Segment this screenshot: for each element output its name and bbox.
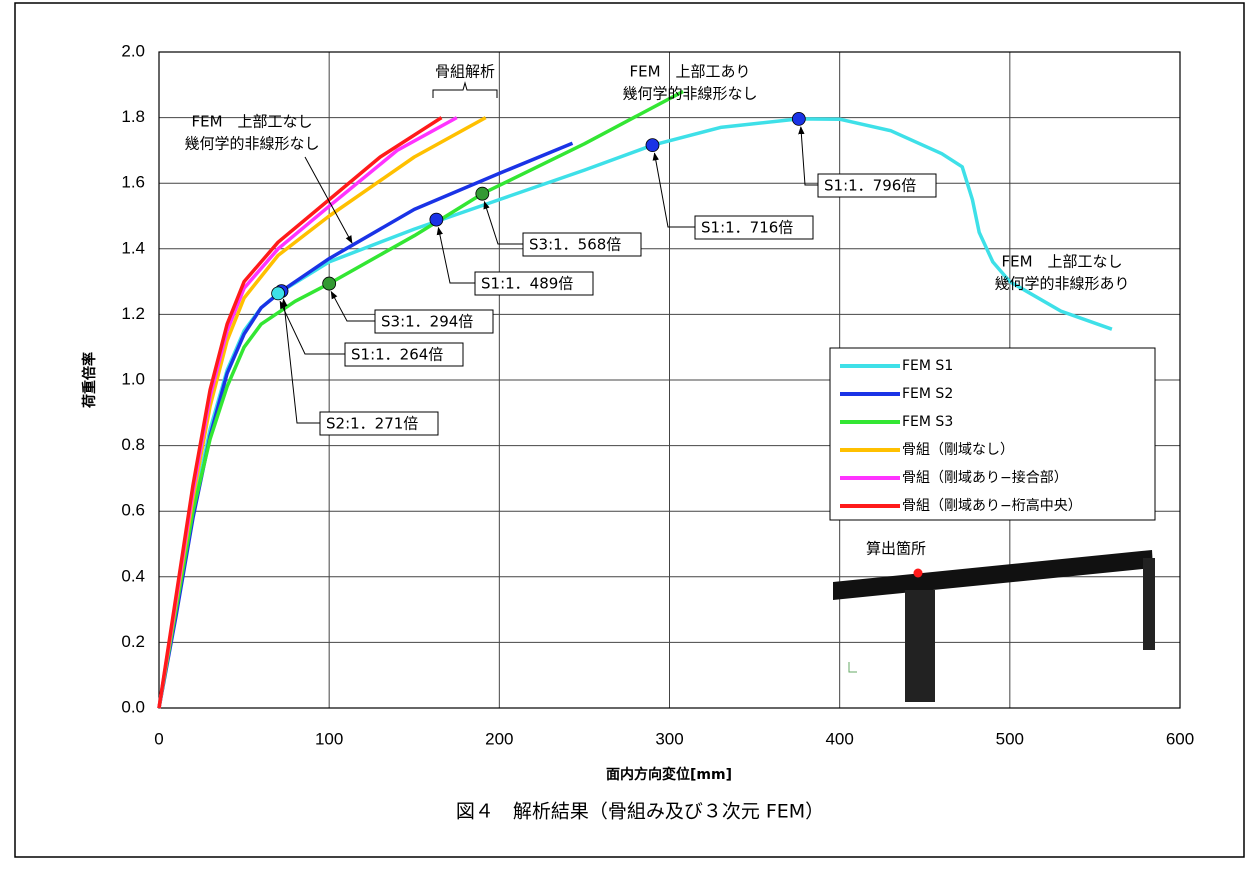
y-tick-label: 0.2 <box>121 632 145 651</box>
callout-label: S3:1．568倍 <box>529 236 621 254</box>
x-tick-label: 400 <box>825 729 853 748</box>
note: 幾何学的非線形なし <box>184 135 319 153</box>
callout-label: S2:1．271倍 <box>326 415 418 433</box>
y-tick-label: 1.4 <box>121 238 145 257</box>
callout-leader <box>284 299 320 423</box>
x-tick-label: 200 <box>485 729 513 748</box>
callout-label: S1:1．796倍 <box>824 177 916 195</box>
x-tick-label: 500 <box>996 729 1024 748</box>
data-point <box>792 112 805 125</box>
x-tick-label: 300 <box>655 729 683 748</box>
chart: 算出箇所 面内方向変位[mm] 荷重倍率 図４ 解析結果（骨組み及び３次元 FE… <box>0 0 1248 865</box>
data-point <box>323 277 336 290</box>
note: FEM 上部工あり <box>629 63 750 81</box>
inset-label: 算出箇所 <box>866 540 926 558</box>
callout-leader <box>280 301 345 354</box>
legend-label: 骨組（剛域なし） <box>902 442 1014 458</box>
y-tick-label: 1.2 <box>121 304 145 323</box>
callout-leader <box>484 202 523 244</box>
x-tick-label: 600 <box>1166 729 1194 748</box>
note: 幾何学的非線形なし <box>622 85 757 103</box>
callout-label: S1:1．716倍 <box>701 219 793 237</box>
data-point <box>272 287 285 300</box>
data-point <box>430 213 443 226</box>
legend <box>830 348 1155 520</box>
legend-label: 骨組（剛域あり−桁高中央） <box>902 497 1082 514</box>
data-point <box>476 187 489 200</box>
callout-label: S3:1．294倍 <box>381 313 473 331</box>
callout-leader <box>801 127 818 185</box>
x-tick-label: 0 <box>154 729 163 748</box>
note: 幾何学的非線形あり <box>994 275 1129 293</box>
y-axis-label: 荷重倍率 <box>81 352 98 409</box>
series-line <box>159 91 683 708</box>
y-tick-label: 1.0 <box>121 369 145 388</box>
x-axis-label: 面内方向変位[mm] <box>606 766 732 783</box>
inset <box>833 550 1155 702</box>
y-tick-label: 2.0 <box>121 41 145 60</box>
x-tick-label: 100 <box>315 729 343 748</box>
inset-point <box>914 569 923 578</box>
y-tick-label: 1.6 <box>121 173 145 192</box>
inset-column <box>1143 558 1155 650</box>
callout-label: S1:1．489倍 <box>481 275 573 293</box>
inset-axes <box>849 662 857 672</box>
data-point <box>646 139 659 152</box>
y-tick-label: 0.6 <box>121 501 145 520</box>
legend-label: FEM S3 <box>902 414 953 430</box>
y-tick-label: 0.4 <box>121 566 145 585</box>
y-tick-label: 0.0 <box>121 697 145 716</box>
callout-leader <box>438 228 475 283</box>
callout-leader <box>331 292 375 321</box>
callout-leader <box>654 153 695 227</box>
callout-label: S1:1．264倍 <box>351 346 443 364</box>
y-tick-label: 1.8 <box>121 107 145 126</box>
bracket <box>433 83 497 98</box>
inset-column <box>905 590 935 702</box>
note: 骨組解析 <box>435 63 495 81</box>
legend-label: FEM S2 <box>902 386 953 402</box>
note: FEM 上部工なし <box>1001 253 1122 271</box>
legend-label: FEM S1 <box>902 358 953 374</box>
caption: 図４ 解析結果（骨組み及び３次元 FEM） <box>456 801 824 823</box>
y-tick-label: 0.8 <box>121 435 145 454</box>
note: FEM 上部工なし <box>191 113 312 131</box>
legend-label: 骨組（剛域あり−接合部） <box>902 469 1068 486</box>
inset-beam <box>833 550 1153 600</box>
